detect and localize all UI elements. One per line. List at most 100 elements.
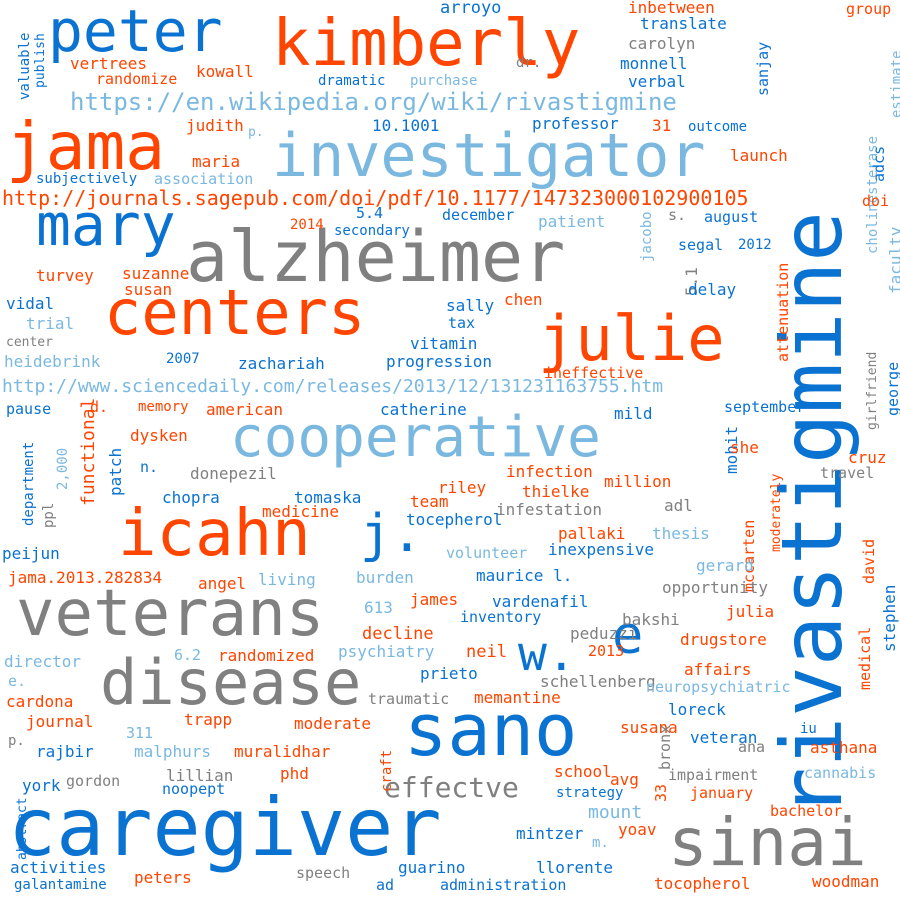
cloud-word: loreck [668,700,726,719]
cloud-word: adcs [870,145,888,182]
cloud-word: bakshi [622,610,680,629]
cloud-word: memory [138,399,189,415]
cloud-word: prieto [420,664,478,683]
cloud-word: segal [678,236,724,254]
cloud-word: llorente [536,858,614,877]
cloud-word: american [206,400,284,419]
cloud-word: icahn [118,497,311,571]
cloud-word: volunteer [446,544,528,562]
cloud-word: activities [10,858,107,877]
cloud-word: tax [448,314,476,332]
cloud-word: turvey [36,266,94,285]
cloud-word: veterans [16,577,325,651]
cloud-word: opportunity [662,578,768,597]
cloud-word: veteran [690,728,758,747]
cloud-word: ad [376,876,395,894]
cloud-word: affairs [684,660,752,679]
cloud-word: stephen [880,584,899,652]
cloud-word: susan [124,280,173,299]
cloud-word: w. [518,626,576,682]
cloud-word: pause [6,400,52,418]
cloud-word: inventory [460,608,542,626]
cloud-word: asthana [810,738,878,757]
cloud-word: randomized [218,646,315,665]
cloud-word: strategy [556,785,624,801]
cloud-word: mary [36,191,176,259]
cloud-word: bronx [656,724,674,770]
cloud-word: caregiver [8,781,442,874]
cloud-word: september [724,398,806,416]
cloud-word: living [258,570,316,589]
cloud-word: cardona [6,692,74,711]
cloud-word: administration [440,876,567,894]
cloud-word: tocopherol [654,874,751,893]
cloud-word: adl [664,496,693,515]
cloud-word: patient [538,212,606,231]
cloud-word: peters [134,868,192,887]
cloud-word: progression [386,352,492,371]
cloud-word: trial [26,314,75,333]
cloud-word: neil [466,642,507,662]
cloud-word: medicine [262,502,340,521]
cloud-word: suzanne [122,264,190,283]
cloud-word: abstract [15,797,30,860]
cloud-word: medical [856,626,874,690]
cloud-word: school [554,762,612,781]
cloud-word: yoav [618,820,657,839]
cloud-word: guarino [398,858,466,877]
cloud-word: cooperative [230,405,601,470]
cloud-word: malphurs [134,742,212,761]
cloud-word: https://en.wikipedia.org/wiki/rivastigmi… [70,88,677,116]
cloud-word: team [410,492,449,511]
cloud-word: verbal [628,72,686,91]
cloud-word: tomaska [294,488,362,507]
cloud-word: york [22,776,61,795]
cloud-word: cannabis [804,764,877,782]
cloud-word: vertrees [70,54,148,73]
cloud-word: moderate [294,714,372,733]
cloud-word: julie [538,302,725,375]
cloud-word: infestation [496,500,602,519]
cloud-word: 6.2 [174,646,202,664]
cloud-word: lillian [166,766,234,785]
cloud-word: december [442,206,515,224]
cloud-word: d. [90,398,109,416]
cloud-word: monnell [620,54,688,73]
cloud-word: p. [248,125,264,140]
cloud-word: gerard [696,556,754,575]
cloud-word: neuropsychiatric [646,678,791,696]
cloud-word: association [154,170,254,188]
cloud-word: functional [78,397,99,506]
cloud-word: james [410,590,459,609]
cloud-word: j. [360,504,423,564]
cloud-word: 2007 [166,351,200,367]
cloud-word: judith [186,116,244,135]
cloud-word: impairment [668,766,759,784]
cloud-word: dramatic [318,73,386,89]
cloud-word: p. [8,733,25,749]
cloud-word: 613 [364,598,393,617]
cloud-word: e. [8,672,27,690]
cloud-word: dr. [516,55,542,71]
cloud-word: e [612,606,644,666]
cloud-word: purchase [410,73,478,89]
cloud-word: she [730,438,759,457]
cloud-word: travel [820,464,875,482]
cloud-word: avg [610,770,639,789]
cloud-word: 2014 [290,217,324,233]
cloud-word: 311 [126,724,154,742]
cloud-word: speech [296,864,351,882]
cloud-word: pallaki [558,524,626,543]
cloud-word: galantamine [14,877,107,893]
cloud-word: 2013 [588,642,625,660]
cloud-word: 5.4 [356,204,384,222]
cloud-word: investigator [272,121,706,191]
cloud-word: peijun [2,544,60,563]
cloud-word: david [860,538,878,584]
cloud-word: heidebrink [4,352,101,371]
cloud-word: thielke [522,482,590,501]
cloud-word: burden [356,568,414,587]
cloud-word: department [21,441,37,526]
cloud-word: professor [532,114,619,133]
cloud-word: jacobo [639,211,655,262]
